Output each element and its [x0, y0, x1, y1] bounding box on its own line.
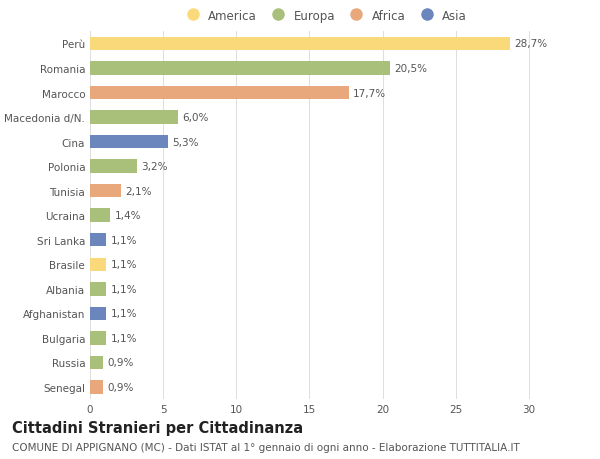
Text: 6,0%: 6,0% — [182, 113, 209, 123]
Bar — [90, 258, 106, 271]
Bar — [90, 135, 167, 149]
Bar — [90, 331, 106, 345]
Text: 1,1%: 1,1% — [110, 260, 137, 270]
Text: 3,2%: 3,2% — [141, 162, 167, 172]
Text: 28,7%: 28,7% — [514, 39, 547, 50]
Text: 2,1%: 2,1% — [125, 186, 152, 196]
Text: 1,1%: 1,1% — [110, 308, 137, 319]
Text: 5,3%: 5,3% — [172, 137, 199, 147]
Bar — [90, 234, 106, 247]
Bar — [90, 87, 349, 100]
Bar — [90, 307, 106, 320]
Bar — [90, 282, 106, 296]
Bar — [90, 209, 110, 223]
Text: 20,5%: 20,5% — [394, 64, 427, 74]
Text: 1,1%: 1,1% — [110, 284, 137, 294]
Legend: America, Europa, Africa, Asia: America, Europa, Africa, Asia — [181, 10, 467, 22]
Text: 1,1%: 1,1% — [110, 235, 137, 245]
Text: 1,1%: 1,1% — [110, 333, 137, 343]
Text: 17,7%: 17,7% — [353, 88, 386, 98]
Text: 0,9%: 0,9% — [107, 382, 134, 392]
Bar — [90, 160, 137, 174]
Bar — [90, 381, 103, 394]
Text: Cittadini Stranieri per Cittadinanza: Cittadini Stranieri per Cittadinanza — [12, 420, 303, 435]
Text: 0,9%: 0,9% — [107, 358, 134, 368]
Text: COMUNE DI APPIGNANO (MC) - Dati ISTAT al 1° gennaio di ogni anno - Elaborazione : COMUNE DI APPIGNANO (MC) - Dati ISTAT al… — [12, 442, 520, 452]
Text: 1,4%: 1,4% — [115, 211, 142, 221]
Bar — [90, 62, 390, 76]
Bar — [90, 111, 178, 124]
Bar — [90, 185, 121, 198]
Bar — [90, 356, 103, 369]
Bar — [90, 38, 510, 51]
